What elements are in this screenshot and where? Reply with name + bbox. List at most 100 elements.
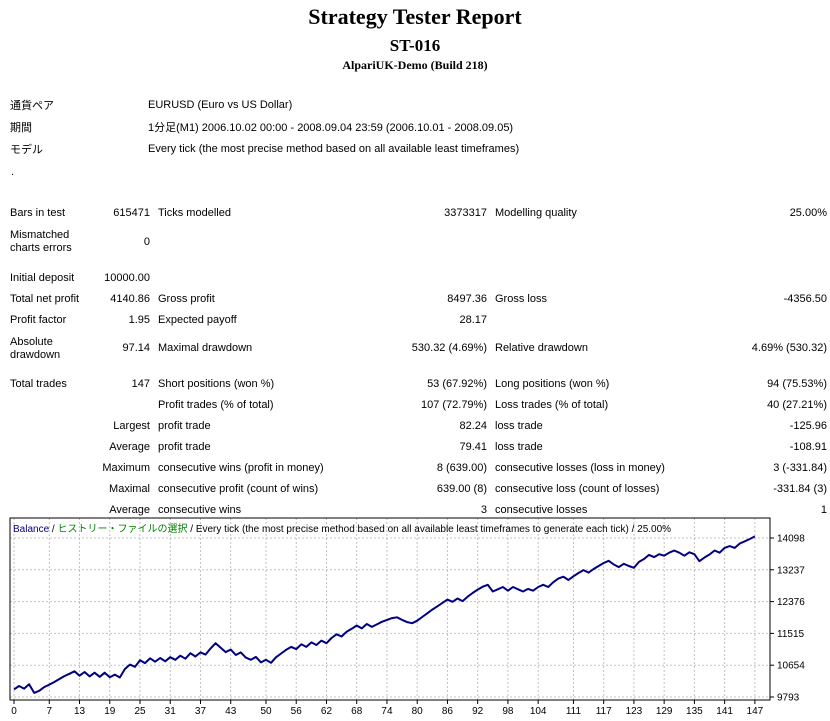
stat-label: consecutive losses	[495, 504, 588, 516]
stat-label: Mismatched charts errors	[10, 229, 72, 254]
x-axis-label: 86	[442, 706, 454, 717]
stat-label: Total trades	[10, 378, 67, 390]
x-axis-label: 111	[566, 706, 582, 717]
table-cell-pair: Expected payoff 28.17	[158, 314, 487, 327]
table-row: Total net profit 4140.86 Gross profit 8497.…	[0, 289, 830, 310]
stat-label: profit trade	[158, 420, 211, 432]
x-axis-label: 68	[351, 706, 363, 717]
table-row: Initial deposit 10000.00	[0, 268, 830, 289]
stat-label: Expected payoff	[158, 314, 237, 326]
inputs-placeholder-dot: .	[11, 166, 15, 178]
table-cell-pair: consecutive loss (count of losses) -331.8…	[495, 483, 827, 496]
balance-chart: Balance / ヒストリー・ファイルの選択 / Every tick (th…	[0, 515, 830, 721]
table-cell-pair: Gross profit 8497.36	[158, 293, 487, 306]
stat-value: Average	[109, 504, 150, 516]
stat-value: 10000.00	[104, 272, 150, 284]
stat-label: Short positions (won %)	[158, 378, 275, 390]
table-cell-pair: consecutive losses 1	[495, 504, 827, 517]
stat-value: 28.17	[459, 314, 487, 326]
x-axis-label: 0	[11, 706, 17, 717]
table-row: Bars in test 615471 Ticks modelled 3373317 M…	[0, 202, 830, 224]
x-axis-label: 92	[472, 706, 484, 717]
stat-value: Maximum	[102, 462, 150, 474]
y-axis-label: 9793	[777, 693, 800, 704]
stat-value: -4356.50	[783, 293, 827, 305]
table-cell-pair: Loss trades (% of total) 40 (27.21%)	[495, 399, 827, 412]
stat-label: loss trade	[495, 441, 543, 453]
stat-label: consecutive wins (profit in money)	[158, 462, 324, 474]
info-row: 通貨ペア EURUSD (Euro vs US Dollar)	[0, 94, 830, 116]
stat-value: 3 (-331.84)	[773, 462, 827, 474]
stat-value: 25.00%	[789, 206, 827, 219]
stat-label: Modelling quality	[495, 206, 577, 219]
table-cell-pair: Profit trades (% of total) 107 (72.79%)	[158, 399, 487, 412]
x-axis-label: 135	[686, 706, 703, 717]
y-axis-label: 14098	[777, 534, 805, 545]
chart-legend-segment: Balance	[13, 524, 50, 535]
stat-label: Absolute drawdown	[10, 335, 61, 361]
y-axis-label: 12376	[777, 597, 805, 608]
x-axis-label: 19	[104, 706, 116, 717]
x-axis-label: 13	[74, 706, 86, 717]
chart-legend: Balance / ヒストリー・ファイルの選択 / Every tick (th…	[13, 520, 671, 535]
expert-name: ST-016	[389, 36, 441, 55]
stat-value: 4140.86	[110, 293, 150, 305]
table-cell-pair: Gross loss -4356.50	[495, 293, 827, 306]
stat-value: -108.91	[789, 441, 827, 453]
stat-label: Ticks modelled	[158, 206, 231, 219]
stat-label: Loss trades (% of total)	[495, 399, 609, 411]
info-value: EURUSD (Euro vs US Dollar)	[148, 99, 293, 111]
table-cell-pair: profit trade 82.24	[158, 420, 487, 433]
stat-value: 3	[480, 504, 487, 516]
table-cell-pair: consecutive profit (count of wins) 639.00…	[158, 483, 487, 496]
table-row: Largest profit trade 82.24 loss trade -125.9…	[0, 416, 830, 437]
x-axis-label: 123	[626, 706, 643, 717]
table-cell-pair: consecutive losses (loss in money) 3 (-33…	[495, 462, 827, 475]
stat-value: Maximal	[109, 483, 150, 495]
x-axis-label: 56	[291, 706, 303, 717]
x-axis-label: 37	[195, 706, 207, 717]
stat-value: Average	[109, 441, 150, 453]
info-label: 期間	[10, 122, 32, 134]
x-axis-label: 43	[225, 706, 237, 717]
x-axis-label: 50	[260, 706, 272, 717]
info-row: 期間 1分足(M1) 2006.10.02 00:00 - 2008.09.04 …	[0, 116, 830, 138]
table-cell-pair: Ticks modelled 3373317	[158, 207, 487, 220]
x-axis-label: 25	[134, 706, 146, 717]
stat-value: 97.14	[122, 342, 150, 354]
stat-value: 8 (639.00)	[436, 462, 487, 474]
stat-value: 40 (27.21%)	[767, 399, 827, 411]
stat-label: Relative drawdown	[495, 342, 588, 354]
table-row: Mismatched charts errors 0	[0, 224, 830, 260]
stat-value: 82.24	[459, 420, 487, 432]
x-axis-label: 117	[596, 706, 612, 717]
stat-label: Profit trades (% of total)	[158, 399, 274, 411]
x-axis-label: 104	[530, 706, 547, 717]
stat-label: Total net profit	[10, 293, 80, 305]
stat-label: profit trade	[158, 441, 211, 453]
x-axis-label: 98	[502, 706, 514, 717]
info-row: モデル Every tick (the most precise method b…	[0, 138, 830, 160]
table-cell-pair: loss trade -108.91	[495, 441, 827, 454]
stat-label: consecutive wins	[158, 504, 242, 516]
stat-value: 615471	[113, 206, 150, 219]
stat-label: Initial deposit	[10, 272, 75, 284]
chart-legend-segment: /	[49, 524, 58, 535]
x-axis-label: 7	[46, 706, 52, 717]
table-row: Maximum consecutive wins (profit in money…	[0, 458, 830, 479]
y-axis-label: 13237	[777, 565, 805, 576]
info-label: モデル	[10, 144, 43, 156]
results-table: Bars in test 615471 Ticks modelled 3373317 M…	[0, 202, 830, 521]
table-row: Total trades 147 Short positions (won %) 53…	[0, 374, 830, 395]
stat-label: Maximal drawdown	[158, 342, 253, 354]
x-axis-label: 80	[412, 706, 424, 717]
stat-value: 53 (67.92%)	[427, 378, 487, 390]
stat-value: -331.84 (3)	[773, 483, 827, 495]
x-axis-label: 62	[321, 706, 333, 717]
table-cell-pair: Short positions (won %) 53 (67.92%)	[158, 378, 487, 391]
stat-label: consecutive losses (loss in money)	[495, 462, 665, 474]
x-axis-label: 74	[381, 706, 393, 717]
x-axis-label: 141	[716, 706, 733, 717]
balance-chart-svg: 9793 10654 11515 12376 13237 14098 0 7 13 19 25 31 3…	[9, 517, 805, 717]
